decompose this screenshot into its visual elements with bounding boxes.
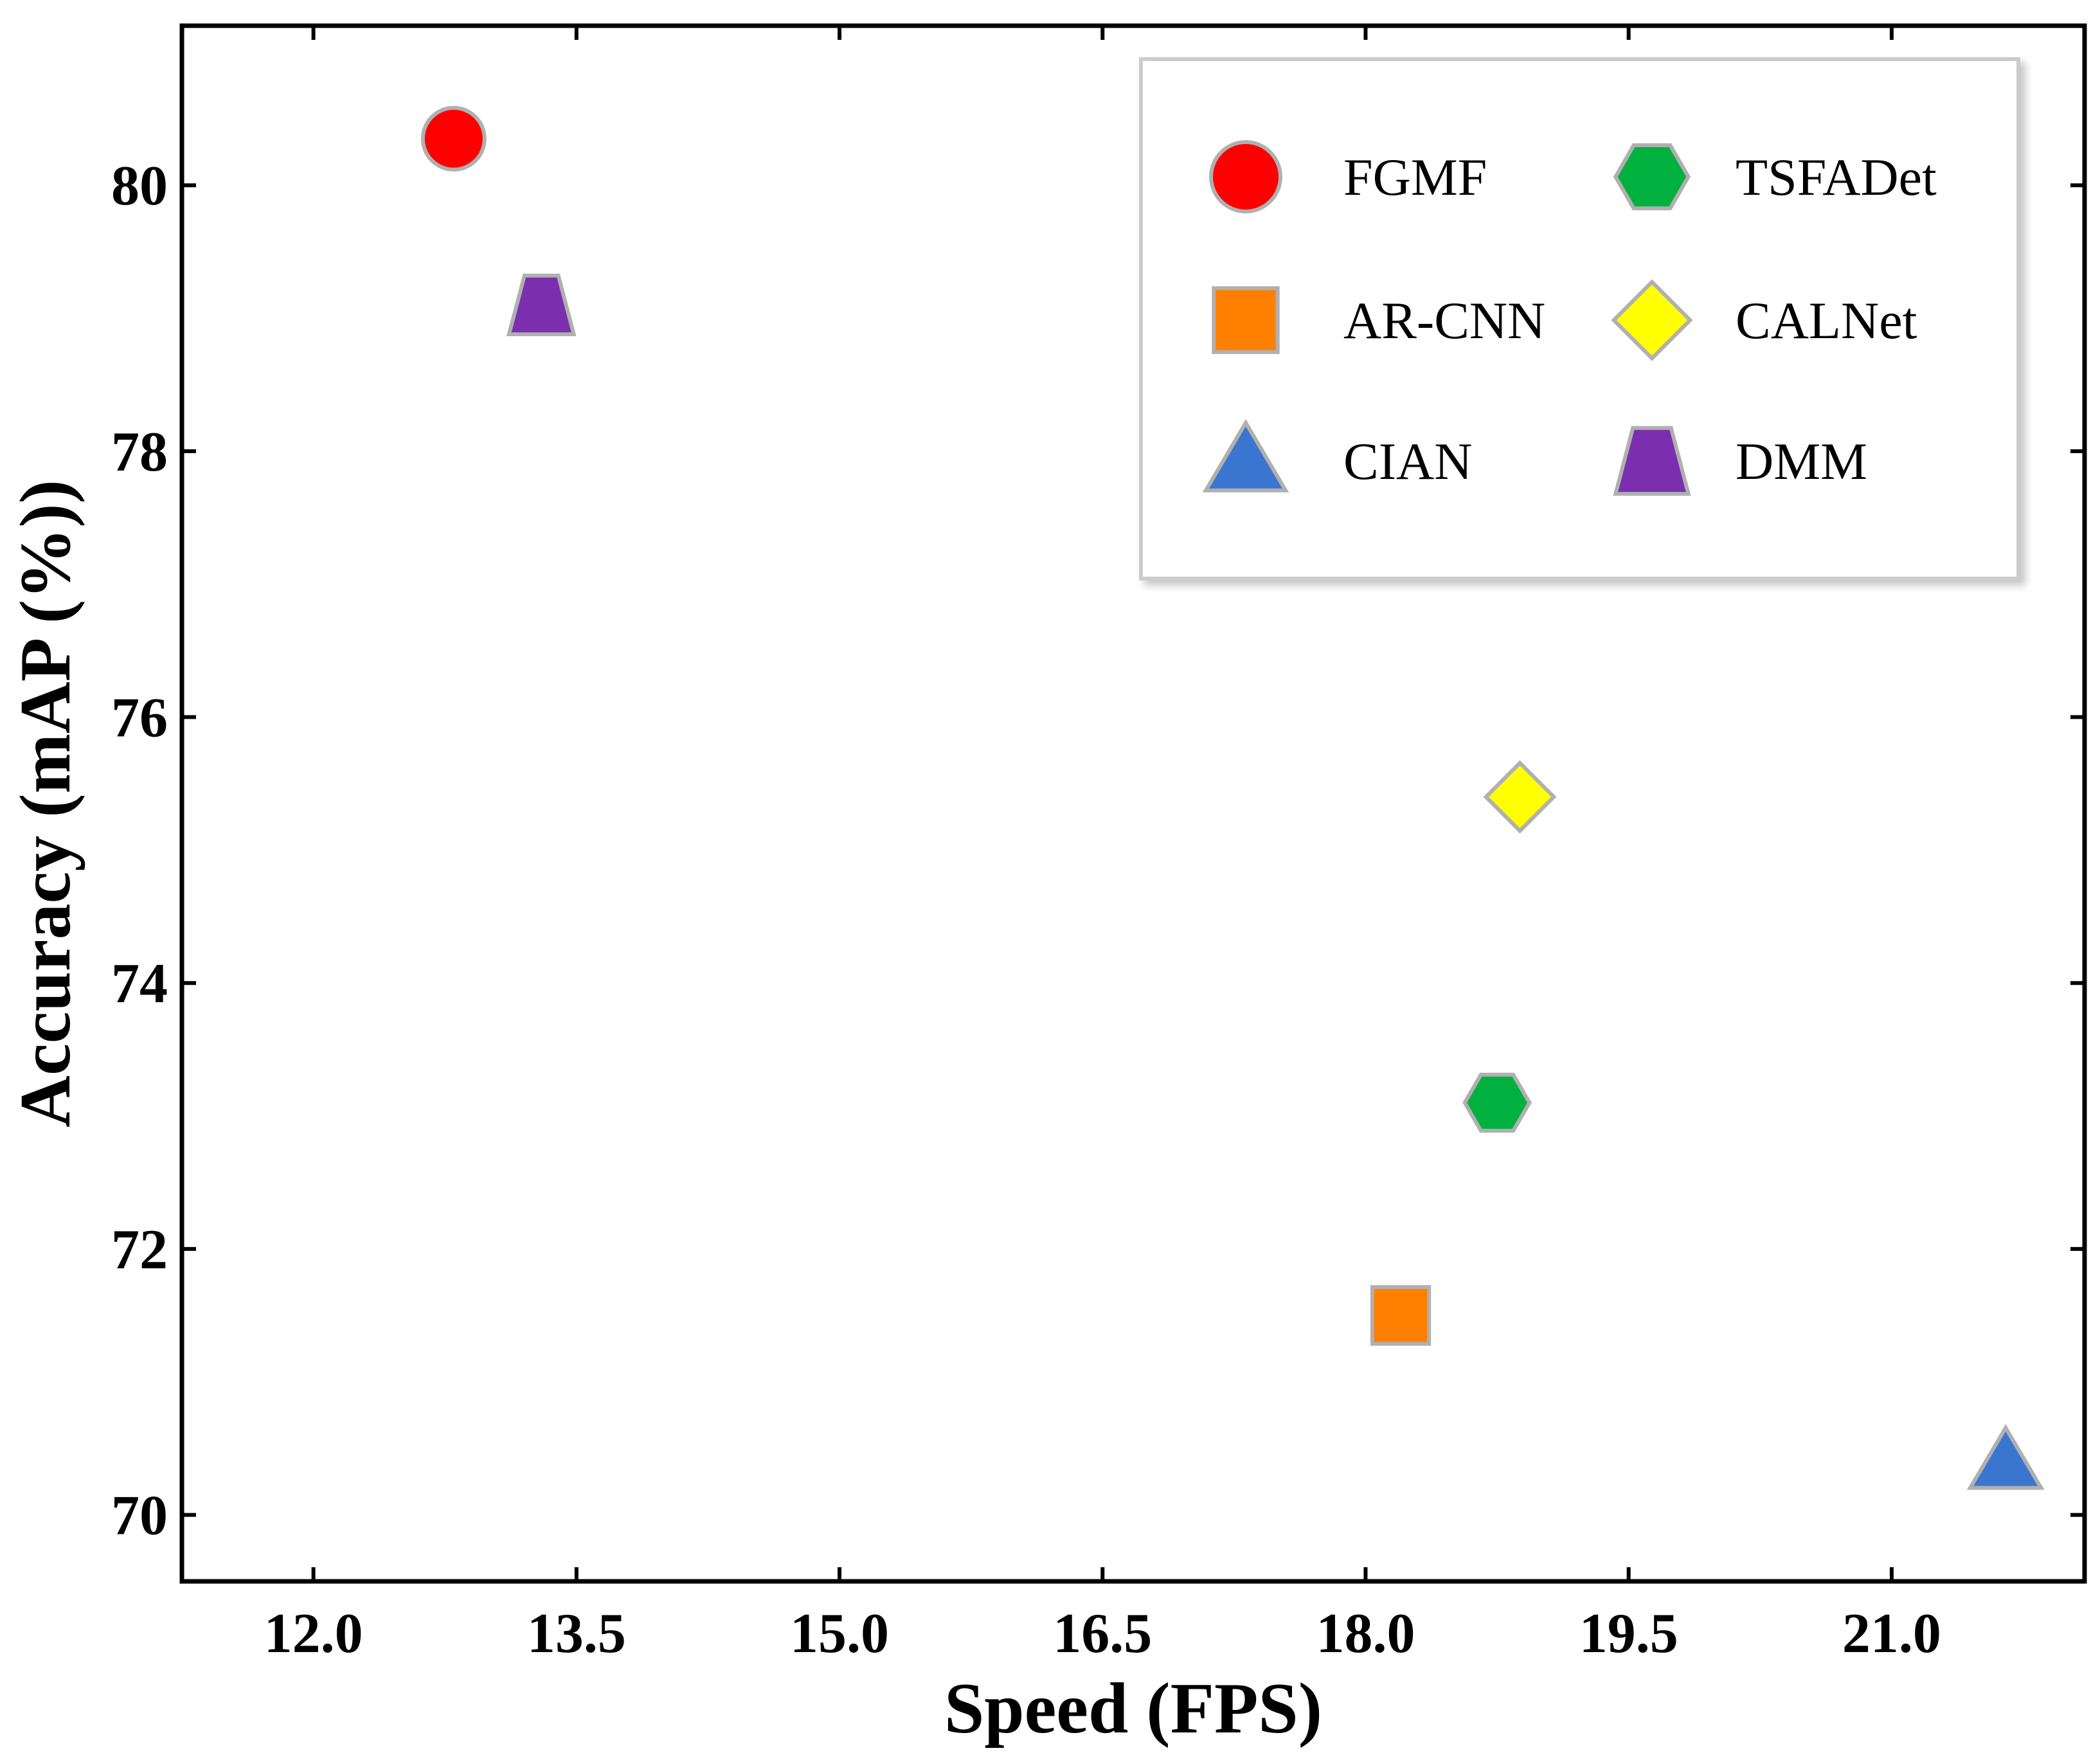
data-point-calnet — [1483, 760, 1557, 834]
x-tick-label: 19.5 — [1579, 1603, 1678, 1665]
data-point-fgmf — [420, 105, 487, 172]
y-axis-title: Accuracy (mAP (%)) — [6, 480, 85, 1128]
x-tick-label: 15.0 — [790, 1603, 889, 1665]
y-tick-label: 74 — [111, 953, 168, 1015]
y-tick-label: 78 — [111, 421, 168, 483]
y-tick-label: 76 — [111, 687, 168, 750]
legend-label-calnet: CALNet — [1736, 291, 1917, 350]
data-points — [420, 105, 2045, 1490]
data-point-dmm — [506, 273, 577, 336]
data-point-cian — [1966, 1424, 2045, 1490]
legend-label-fgmf: FGMF — [1343, 148, 1487, 206]
x-tick-label: 18.0 — [1316, 1603, 1415, 1665]
legend-marker-calnet — [1611, 279, 1693, 361]
legend-marker-ar-cnn — [1212, 286, 1280, 354]
legend-marker-fgmf — [1209, 140, 1282, 213]
x-tick-label: 13.5 — [527, 1603, 626, 1665]
data-point-ar-cnn — [1370, 1285, 1431, 1346]
y-tick-label: 80 — [111, 155, 168, 217]
axis-ticks: 12.0 13.5 15.0 16.5 18.0 19.5 21.0 70 72 74 76 78 80 — [111, 26, 2085, 1665]
legend-label-dmm: DMM — [1736, 432, 1867, 490]
x-tick-label: 12.0 — [264, 1603, 363, 1665]
legend-label-cian: CIAN — [1343, 432, 1472, 490]
y-tick-label: 72 — [111, 1219, 168, 1281]
legend-label-tsfadet: TSFADet — [1736, 148, 1937, 206]
x-axis-title: Speed (FPS) — [944, 1669, 1322, 1749]
x-tick-label: 16.5 — [1053, 1603, 1152, 1665]
legend-marker-dmm — [1613, 426, 1691, 496]
y-tick-label: 70 — [111, 1485, 168, 1547]
legend: FGMF AR-CNN CIAN TSFADet CALNet DMM — [1139, 57, 2020, 580]
legend-marker-cian — [1202, 418, 1289, 492]
data-point-tsfadet — [1462, 1072, 1532, 1133]
x-tick-label: 21.0 — [1842, 1603, 1941, 1665]
legend-label-ar-cnn: AR-CNN — [1343, 291, 1545, 350]
legend-marker-tsfadet — [1613, 143, 1691, 211]
